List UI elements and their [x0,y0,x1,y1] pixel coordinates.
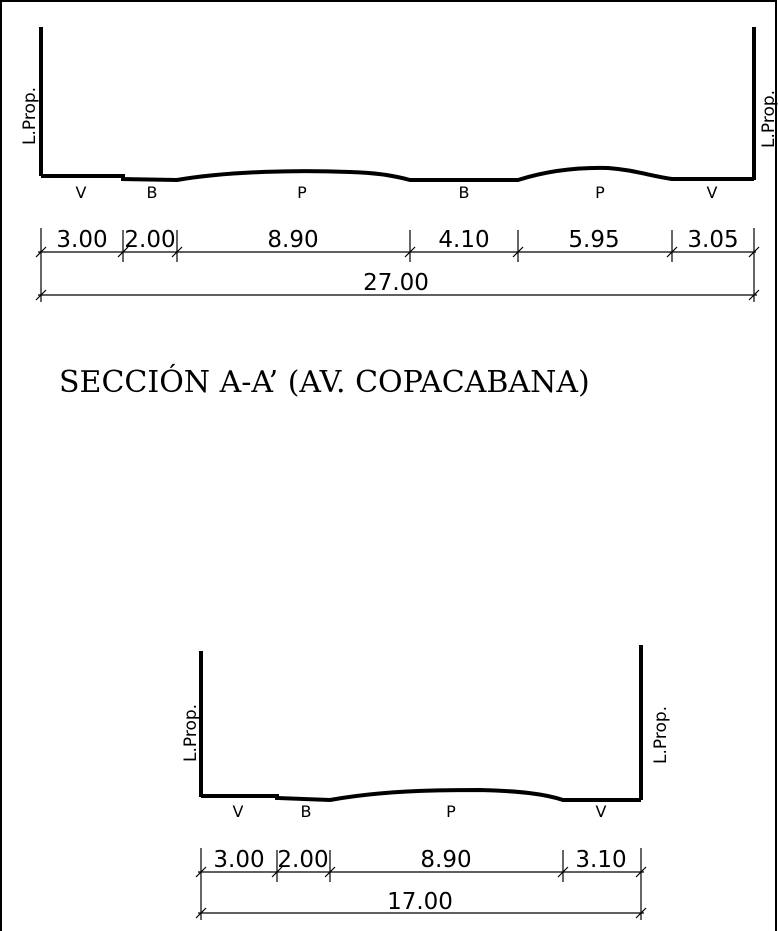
section-a-zone-4: B [459,183,470,202]
section-a-prop-right-label: L.Prop. [759,90,779,148]
section-b-dim-3: 8.90 [420,847,471,873]
section-b-zone-3: P [446,802,456,821]
section-a-zone-3: P [297,183,307,202]
section-a-zone-6: V [707,183,718,202]
section-b-dim-2: 2.00 [277,847,328,873]
section-a-zone-5: P [595,183,605,202]
section-a-prop-left-label: L.Prop. [20,87,40,145]
section-b-dim-4: 3.10 [575,847,626,873]
section-b-zone-2: B [301,802,312,821]
section-b-zone-4: V [596,802,607,821]
section-b-total: 17.00 [387,889,453,915]
section-b: L.Prop. L.Prop. V B P V 3.00 2.00 8.90 3… [181,645,671,920]
section-a-dim-6: 3.05 [687,227,738,253]
section-a-title: SECCIÓN A-A’ (AV. COPACABANA) [59,364,590,400]
section-a-dim-2: 2.00 [124,227,175,253]
section-a-ground-profile [41,165,754,183]
section-b-ground-profile [201,787,641,803]
section-a-dim-5: 5.95 [568,227,619,253]
section-b-prop-right-label: L.Prop. [651,706,671,764]
section-b-prop-left-label: L.Prop. [181,704,201,762]
section-b-dim-1: 3.00 [213,847,264,873]
section-a-dim-4: 4.10 [438,227,489,253]
section-b-dimension-ticks [195,848,647,920]
section-a-dim-1: 3.00 [56,227,107,253]
section-a-zone-2: B [147,183,158,202]
section-a-total: 27.00 [363,270,429,296]
section-a-dimension-ticks [35,228,760,302]
section-a: L.Prop. L.Prop. V B P B P V [20,27,779,400]
section-a-zone-1: V [76,183,87,202]
section-a-dim-3: 8.90 [267,227,318,253]
section-b-zone-1: V [233,802,244,821]
